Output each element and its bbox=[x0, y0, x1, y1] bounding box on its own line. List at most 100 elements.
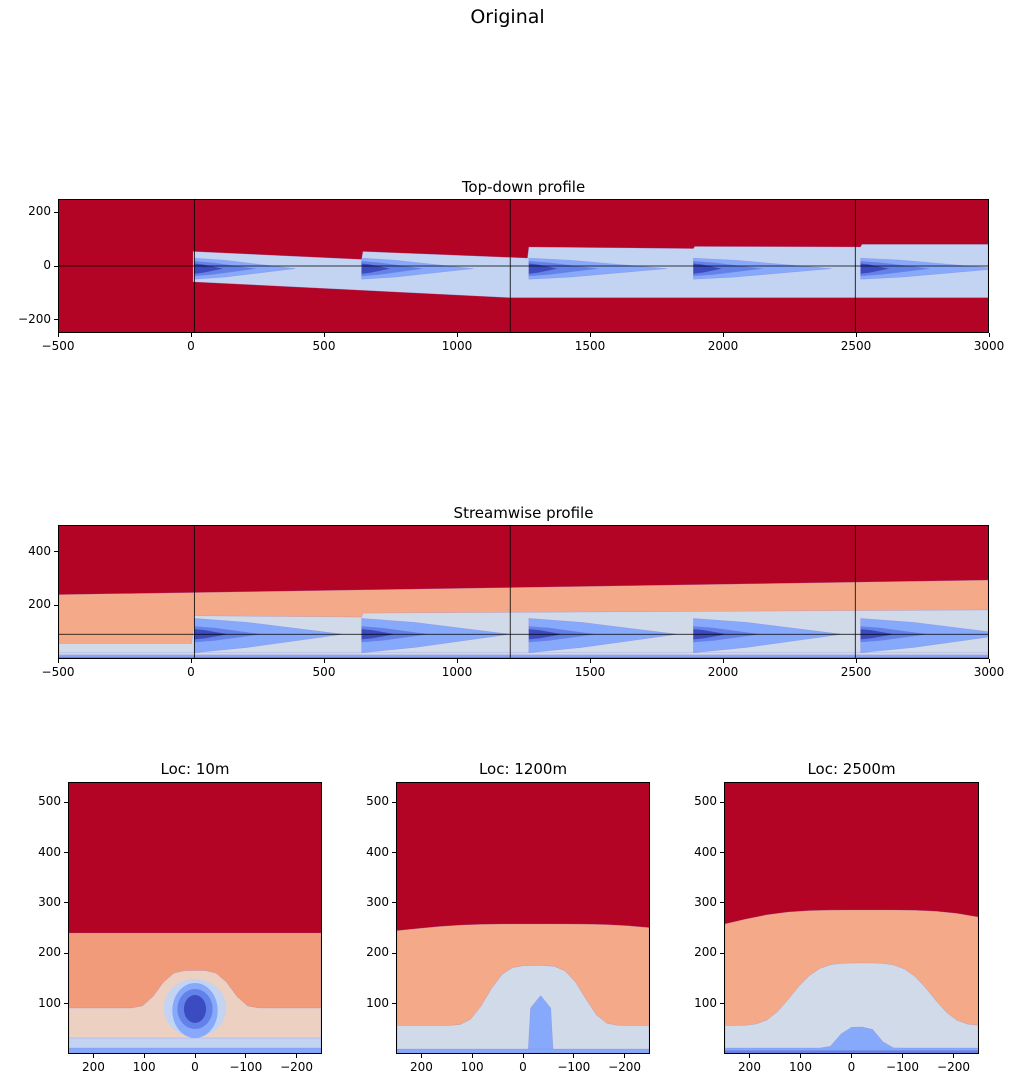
x-tick-mark bbox=[420, 1054, 422, 1058]
x-tick-label: 0 bbox=[187, 339, 195, 353]
x-tick-mark bbox=[800, 1054, 801, 1058]
y-tick-mark bbox=[720, 1003, 724, 1005]
plot-axes-4 bbox=[724, 782, 979, 1054]
contour-field bbox=[69, 783, 321, 1053]
wake-blue bbox=[860, 618, 988, 653]
y-tick-label: 500 bbox=[366, 794, 389, 809]
y-tick-mark bbox=[54, 211, 58, 213]
x-tick-mark bbox=[323, 659, 325, 663]
x-tick-label: −500 bbox=[41, 665, 75, 679]
y-tick-mark bbox=[720, 952, 724, 954]
y-tick-label: 0 bbox=[43, 258, 51, 272]
x-tick-label: 100 bbox=[789, 1060, 812, 1074]
x-tick-label: 2500 bbox=[840, 339, 872, 353]
x-tick-label: −100 bbox=[886, 1060, 919, 1074]
ground-core bbox=[59, 656, 988, 658]
x-tick-label: 0 bbox=[187, 665, 195, 679]
y-tick-mark bbox=[64, 801, 68, 803]
x-tick-label: 1500 bbox=[574, 339, 606, 353]
y-tick-label: 400 bbox=[366, 844, 389, 859]
wake-core bbox=[183, 995, 207, 1023]
x-tick-mark bbox=[296, 1054, 298, 1058]
y-tick-mark bbox=[54, 551, 58, 553]
plot-title: Loc: 2500m bbox=[807, 760, 896, 778]
wake-blue bbox=[528, 618, 678, 653]
x-tick-label: 2500 bbox=[840, 665, 872, 679]
x-tick-mark bbox=[471, 1054, 473, 1058]
x-tick-mark bbox=[855, 333, 857, 337]
y-tick-mark bbox=[720, 801, 724, 803]
y-tick-mark bbox=[64, 902, 68, 904]
x-tick-label: 1500 bbox=[574, 665, 606, 679]
wake-blue bbox=[361, 618, 511, 653]
plot-axes-0 bbox=[58, 199, 989, 333]
x-tick-label: 3000 bbox=[973, 665, 1005, 679]
y-tick-label: −200 bbox=[18, 311, 51, 326]
plot-title: Loc: 1200m bbox=[478, 760, 568, 778]
y-tick-label: 200 bbox=[38, 945, 61, 960]
x-tick-mark bbox=[749, 1054, 750, 1058]
x-tick-mark bbox=[589, 333, 591, 337]
x-tick-label: 0 bbox=[191, 1060, 199, 1074]
x-tick-mark bbox=[323, 333, 325, 337]
x-tick-mark bbox=[143, 1054, 145, 1058]
y-tick-mark bbox=[64, 852, 68, 854]
contour-field bbox=[397, 783, 649, 1053]
x-tick-label: 0 bbox=[519, 1060, 527, 1074]
x-tick-label: −200 bbox=[937, 1060, 970, 1074]
y-tick-mark bbox=[392, 801, 396, 803]
y-tick-mark bbox=[392, 952, 396, 954]
x-tick-label: 1000 bbox=[441, 339, 473, 353]
y-tick-label: 300 bbox=[694, 894, 717, 909]
x-tick-label: 100 bbox=[132, 1060, 156, 1074]
x-tick-mark bbox=[57, 659, 59, 663]
y-tick-label: 300 bbox=[38, 894, 61, 909]
plot-title: Streamwise profile bbox=[453, 504, 594, 522]
wake-blue bbox=[725, 1026, 978, 1053]
x-tick-label: 1000 bbox=[441, 665, 473, 679]
y-tick-label: 300 bbox=[366, 894, 389, 909]
x-tick-mark bbox=[855, 659, 857, 663]
x-tick-label: 200 bbox=[738, 1060, 761, 1074]
plot-axes-3 bbox=[396, 782, 650, 1054]
contour-field bbox=[59, 200, 988, 332]
y-tick-mark bbox=[64, 1003, 68, 1005]
y-tick-mark bbox=[54, 265, 58, 267]
y-tick-mark bbox=[720, 852, 724, 854]
x-tick-mark bbox=[190, 659, 192, 663]
x-tick-mark bbox=[722, 333, 724, 337]
x-tick-mark bbox=[194, 1054, 196, 1058]
y-tick-mark bbox=[54, 319, 58, 321]
y-tick-mark bbox=[64, 952, 68, 954]
x-tick-label: −100 bbox=[557, 1060, 591, 1074]
y-tick-label: 400 bbox=[694, 844, 717, 859]
x-tick-mark bbox=[902, 1054, 903, 1058]
y-tick-label: 200 bbox=[28, 204, 51, 219]
x-tick-mark bbox=[988, 333, 990, 337]
x-tick-label: 0 bbox=[847, 1060, 856, 1074]
x-tick-label: 100 bbox=[460, 1060, 484, 1074]
y-tick-mark bbox=[392, 902, 396, 904]
x-tick-label: 500 bbox=[312, 665, 336, 679]
x-tick-mark bbox=[573, 1054, 575, 1058]
y-tick-mark bbox=[720, 902, 724, 904]
y-tick-mark bbox=[392, 1003, 396, 1005]
x-tick-label: −200 bbox=[608, 1060, 642, 1074]
y-tick-label: 500 bbox=[38, 794, 61, 809]
x-tick-label: 200 bbox=[409, 1060, 433, 1074]
ground-layer bbox=[725, 1050, 978, 1053]
x-tick-mark bbox=[722, 659, 724, 663]
y-tick-label: 200 bbox=[28, 597, 51, 612]
y-tick-label: 200 bbox=[366, 945, 389, 960]
x-tick-mark bbox=[57, 333, 59, 337]
x-tick-mark bbox=[589, 659, 591, 663]
x-tick-label: −200 bbox=[280, 1060, 314, 1074]
y-tick-mark bbox=[54, 604, 58, 606]
x-tick-label: 200 bbox=[81, 1060, 105, 1074]
grayblue-layer bbox=[397, 965, 649, 1053]
x-tick-mark bbox=[624, 1054, 626, 1058]
y-tick-label: 100 bbox=[694, 995, 717, 1010]
x-tick-mark bbox=[953, 1054, 954, 1058]
y-tick-label: 100 bbox=[366, 995, 389, 1010]
wake-blue bbox=[693, 618, 843, 653]
